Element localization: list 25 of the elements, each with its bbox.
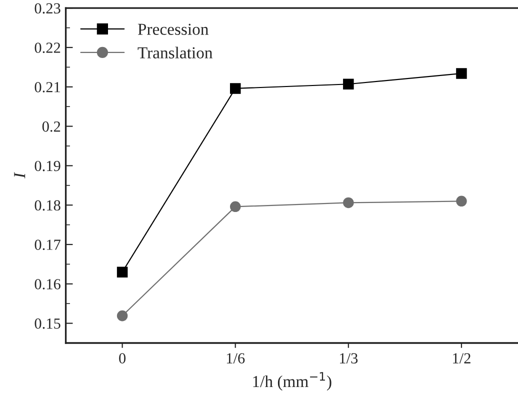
- point: [230, 83, 241, 94]
- y-tick-label: 0.22: [34, 42, 60, 53]
- legend-label: Translation: [138, 46, 213, 58]
- legend-label: Precession: [138, 24, 208, 35]
- point: [116, 266, 128, 278]
- point: [343, 78, 354, 90]
- point: [116, 310, 128, 322]
- x-tick-label: 0: [119, 353, 126, 364]
- point: [456, 196, 467, 207]
- y-tick-label: 0.18: [34, 200, 60, 211]
- point: [456, 68, 467, 79]
- y-tick-label: 0.23: [34, 3, 60, 14]
- y-tick-label: 0.15: [34, 318, 60, 329]
- y-tick-label: 0.21: [34, 82, 60, 92]
- x-tick-label: 1/3: [340, 353, 358, 364]
- x-tick-label: 1/6: [226, 353, 245, 364]
- y-tick-label: 0.16: [34, 279, 60, 290]
- x-axis-title: 1/h (mm$^{−1}$): [253, 372, 332, 391]
- point: [343, 197, 354, 208]
- x-tick-label: 1/2: [453, 353, 470, 364]
- y-tick-label: 0.19: [34, 160, 60, 172]
- y-tick-label: 0.2: [42, 121, 60, 132]
- point: [230, 201, 241, 212]
- y-tick-label: 0.17: [34, 240, 60, 250]
- y-axis-title: I: [14, 172, 26, 178]
